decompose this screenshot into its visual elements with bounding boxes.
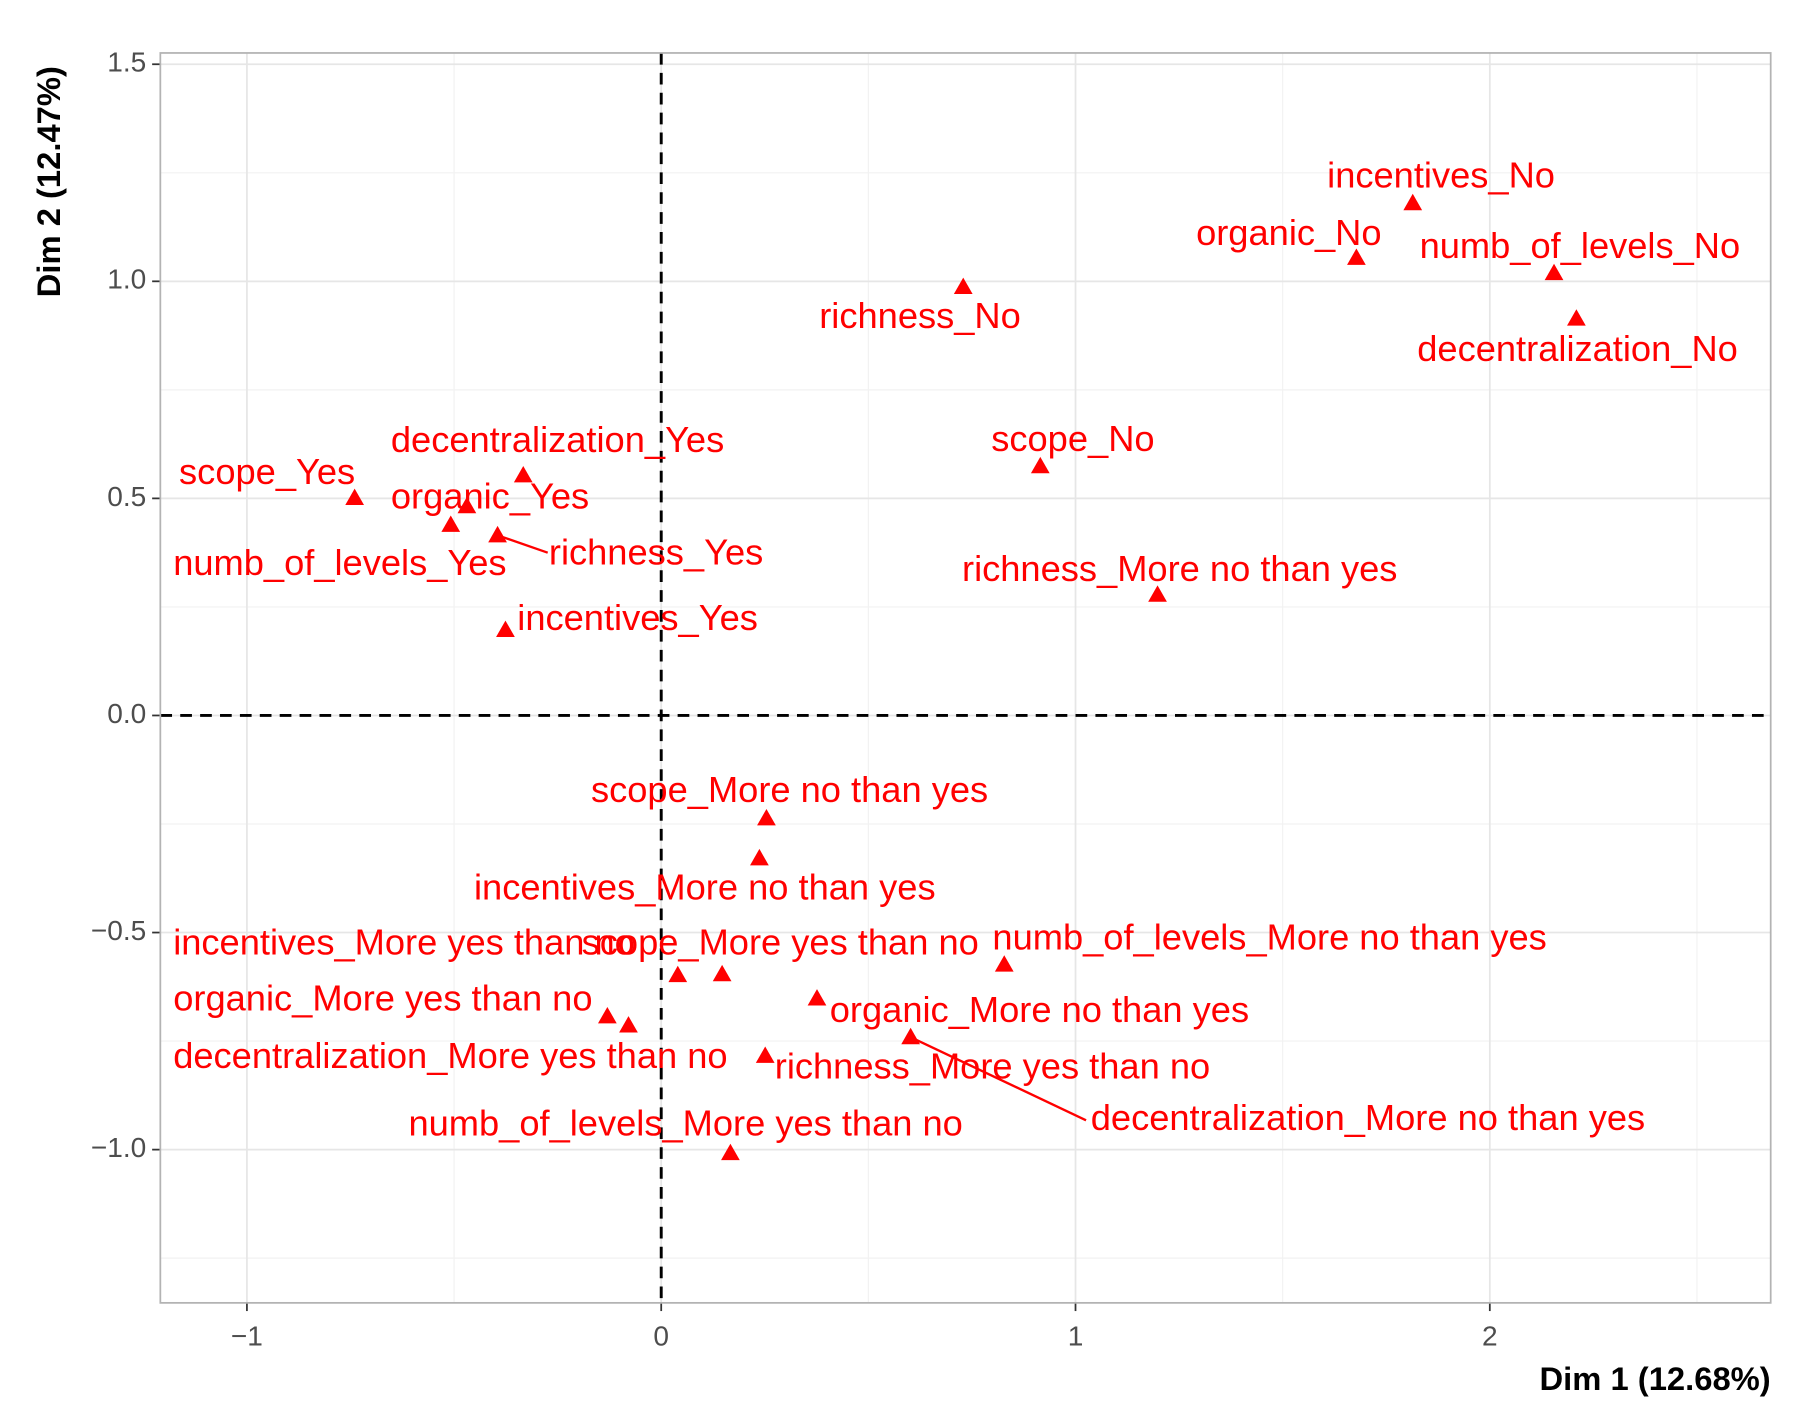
y-tick-label: 1.0: [107, 264, 146, 295]
point: [488, 525, 507, 543]
point-label: scope_More yes than no: [582, 921, 979, 962]
point: [757, 808, 776, 826]
point: [721, 1143, 740, 1161]
y-tick-label: −0.5: [91, 915, 146, 946]
point: [712, 964, 732, 982]
point-label: incentives_More yes than no: [173, 921, 635, 962]
point-label: organic_No: [1196, 212, 1381, 253]
y-tick-label: 0.0: [107, 698, 146, 729]
point-label: incentives_No: [1327, 155, 1555, 196]
point-label: scope_Yes: [179, 451, 355, 492]
point-label: incentives_Yes: [517, 597, 758, 638]
plot-background: [160, 52, 1771, 1303]
plot-border: [159, 52, 1772, 1304]
point-label: incentives_More no than yes: [474, 866, 936, 907]
point: [1347, 248, 1366, 265]
point: [1030, 456, 1050, 474]
point: [1567, 309, 1586, 326]
point: [807, 989, 827, 1006]
point-label: richness_Yes: [549, 532, 763, 573]
point-label: richness_More no than yes: [962, 548, 1397, 589]
point: [1544, 263, 1564, 281]
leader-line: [910, 1036, 1087, 1122]
x-tick-label: 1: [1068, 1320, 1084, 1351]
y-tick-label: 0.5: [107, 481, 146, 512]
point: [441, 515, 461, 532]
y-axis-title: Dim 2 (12.47%): [30, 66, 67, 297]
point: [597, 1006, 617, 1024]
point: [496, 620, 515, 637]
point: [750, 848, 769, 866]
x-tick-label: 0: [653, 1320, 669, 1351]
x-tick-label: 2: [1482, 1320, 1498, 1351]
point-label: numb_of_levels_More no than yes: [992, 917, 1546, 958]
point: [901, 1027, 920, 1045]
point: [513, 466, 533, 483]
point-label: organic_More no than yes: [830, 989, 1249, 1030]
point-label: decentralization_Yes: [391, 419, 724, 460]
leader-line: [497, 534, 549, 554]
point-label: scope_No: [991, 418, 1154, 459]
x-tick-label: −1: [231, 1320, 263, 1351]
point: [1403, 193, 1423, 211]
y-tick-label: −1.0: [91, 1132, 146, 1163]
y-tick-label: 1.5: [107, 47, 146, 78]
point: [953, 277, 973, 294]
point-label: numb_of_levels_More yes than no: [408, 1103, 962, 1144]
point: [457, 496, 477, 514]
point-label: organic_More yes than no: [173, 977, 592, 1018]
point-label: richness_No: [819, 295, 1021, 336]
point-label: decentralization_More no than yes: [1091, 1097, 1645, 1138]
point: [668, 965, 688, 983]
point-label: richness_More yes than no: [775, 1045, 1210, 1086]
x-axis-title: Dim 1 (12.68%): [1540, 1360, 1771, 1397]
point-label: numb_of_levels_Yes: [173, 542, 506, 583]
point: [1148, 585, 1167, 602]
point: [345, 488, 365, 505]
point-label: decentralization_No: [1417, 328, 1738, 369]
point-label: scope_More no than yes: [591, 769, 988, 810]
point-label: decentralization_More yes than no: [173, 1035, 727, 1076]
point-label: numb_of_levels_No: [1420, 225, 1741, 266]
point-label: organic_Yes: [391, 475, 589, 516]
point: [755, 1046, 775, 1063]
point: [994, 955, 1014, 972]
point: [619, 1016, 638, 1033]
